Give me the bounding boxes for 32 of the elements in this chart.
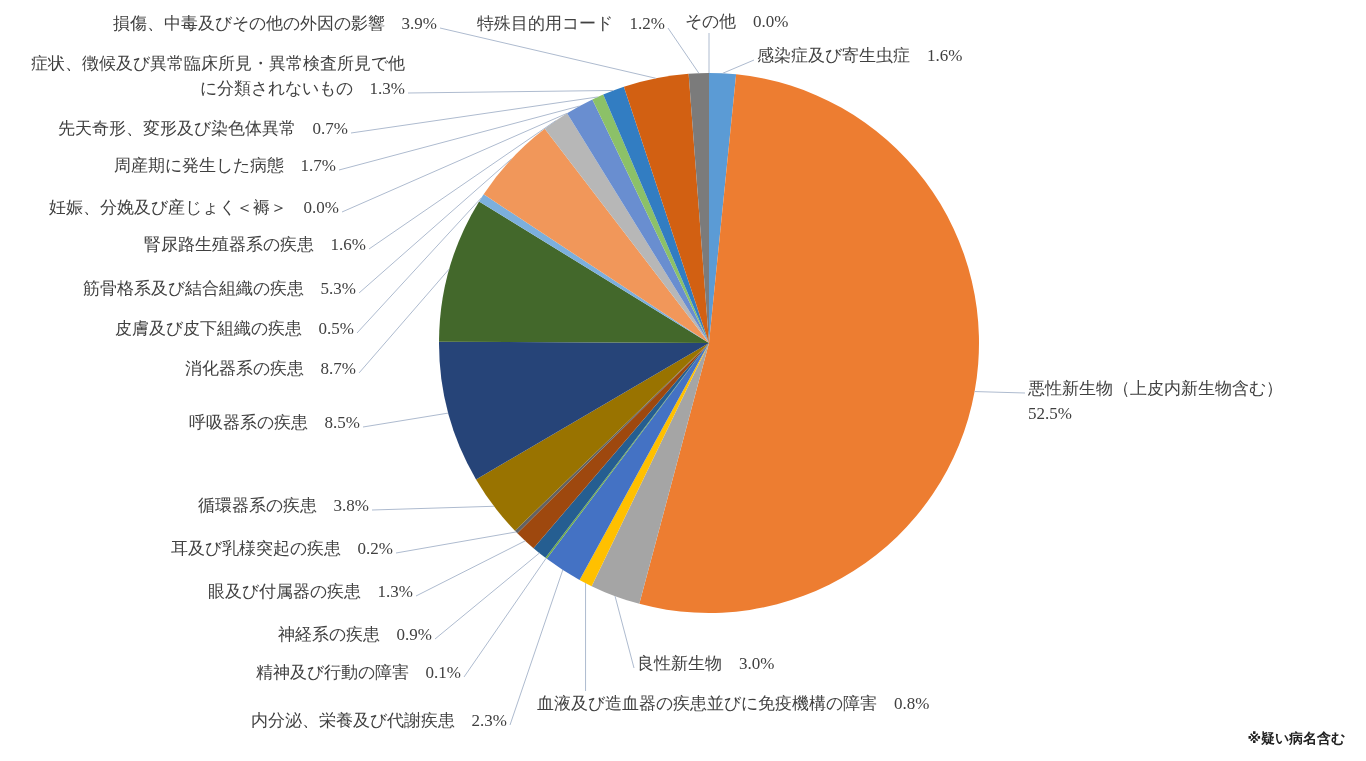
slice-label: 症状、徴候及び異常臨床所見・異常検査所見で他に分類されないもの 1.3% xyxy=(31,54,405,98)
category-label: 妊娠、分娩及び産じょく＜褥＞ 0.0% xyxy=(48,198,339,217)
pie-slice xyxy=(439,341,709,480)
slice-label: 損傷、中毒及びその他の外因の影響 3.9% xyxy=(112,14,437,33)
slice-label: 周産期に発生した病態 1.7% xyxy=(113,156,336,175)
pie-slice xyxy=(476,343,709,531)
data-label: 52.5% xyxy=(1028,404,1072,423)
slice-label: 先天奇形、変形及び染色体異常 0.7% xyxy=(57,119,348,138)
pie-slice xyxy=(639,74,979,613)
slice-label: 感染症及び寄生虫症 1.6% xyxy=(757,46,963,65)
slice-label: 皮膚及び皮下組織の疾患 0.5% xyxy=(114,319,354,338)
pie-slice xyxy=(623,73,709,343)
slice-label: 内分泌、栄養及び代謝疾患 2.3% xyxy=(250,711,507,730)
slice-label: 神経系の疾患 0.9% xyxy=(277,625,432,644)
pie-slice xyxy=(483,128,709,343)
category-label: その他 0.0% xyxy=(685,12,789,31)
text: ※疑い病名含む xyxy=(1247,730,1345,746)
slice-label: 精神及び行動の障害 0.1% xyxy=(255,663,461,682)
slice-label: 筋骨格系及び結合組織の疾患 5.3% xyxy=(82,279,356,298)
slice-label: 呼吸器系の疾患 8.5% xyxy=(188,413,360,432)
pie-slice xyxy=(567,99,709,343)
pie-slice xyxy=(439,201,709,343)
slice-label: 良性新生物 3.0% xyxy=(637,654,775,673)
slice-label: 特殊目的用コード 1.2% xyxy=(476,14,665,33)
slice-label: 耳及び乳様突起の疾患 0.2% xyxy=(170,539,393,558)
slice-label: 循環器系の疾患 3.8% xyxy=(197,496,369,515)
slice-label: 悪性新生物（上皮内新生物含む） xyxy=(1027,379,1283,398)
slice-label: 眼及び付属器の疾患 1.3% xyxy=(207,582,413,601)
slice-label: 消化器系の疾患 8.7% xyxy=(184,359,356,378)
pie-slice xyxy=(544,113,709,343)
slice-label: 血液及び造血器の疾患並びに免疫機構の障害 0.8% xyxy=(537,694,930,713)
slice-label: 腎尿路生殖器系の疾患 1.6% xyxy=(143,235,366,254)
